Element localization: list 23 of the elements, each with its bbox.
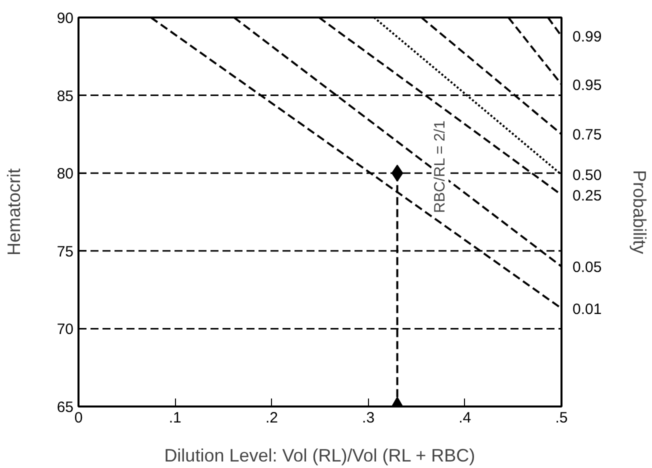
y-tick-label: 65 [56, 399, 74, 416]
x-tick-label: 0 [74, 410, 83, 426]
series-label: 0.01 [572, 300, 602, 318]
x-tick-label: .3 [362, 410, 375, 426]
series-label: 0.50 [572, 167, 602, 184]
x-axis-title: Dilution Level: Vol (RL)/Vol (RL + RBC) [164, 446, 476, 466]
y-tick-label: 85 [56, 88, 74, 105]
y-tick-label: 90 [56, 10, 74, 27]
x-tick-label: .5 [555, 410, 568, 426]
series-label: 0.99 [572, 28, 602, 46]
series-label: 0.75 [572, 126, 602, 144]
y2-axis-title: Probability [630, 170, 650, 254]
y-axis-title: Hematocrit [4, 168, 24, 256]
series-label: 0.95 [572, 76, 602, 94]
y-tick-label: 75 [56, 243, 74, 260]
y-tick-label: 70 [56, 321, 74, 338]
series-label: 0.25 [572, 187, 602, 204]
annotation: RBC/RL = 2/1 [432, 120, 448, 213]
y-tick-label: 80 [56, 166, 74, 183]
x-tick-label: .4 [458, 410, 472, 426]
series-label: 0.05 [572, 258, 602, 276]
x-tick-label: .2 [265, 410, 278, 426]
x-tick-label: .1 [168, 410, 182, 426]
